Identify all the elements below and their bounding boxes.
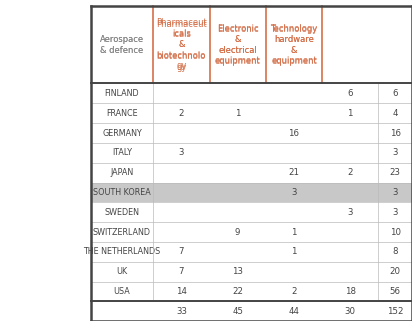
Bar: [91, 123, 412, 143]
Text: 13: 13: [232, 267, 243, 276]
Text: Aerospace
& defence: Aerospace & defence: [100, 35, 144, 55]
Text: 152: 152: [387, 307, 403, 316]
Text: 2: 2: [179, 109, 184, 118]
Text: SWITZERLAND: SWITZERLAND: [93, 228, 151, 237]
Text: 45: 45: [232, 307, 243, 316]
Text: Technology
hardware
&
equipment: Technology hardware & equipment: [270, 25, 318, 65]
Bar: [91, 6, 412, 83]
Text: 3: 3: [392, 208, 398, 217]
Text: Electronic
&
electrical
equipment: Electronic & electrical equipment: [215, 24, 260, 66]
Text: 16: 16: [288, 128, 300, 137]
Text: Aerospace
& defence: Aerospace & defence: [100, 35, 144, 55]
Bar: [91, 242, 412, 262]
Text: UK: UK: [117, 267, 128, 276]
Text: 1: 1: [291, 228, 297, 237]
Text: 33: 33: [176, 307, 187, 316]
Text: 3: 3: [392, 188, 398, 197]
Text: FRANCE: FRANCE: [106, 109, 138, 118]
Bar: [91, 203, 412, 222]
Bar: [91, 143, 412, 163]
Text: 3: 3: [392, 148, 398, 157]
Bar: [91, 163, 412, 183]
Text: FINLAND: FINLAND: [105, 89, 139, 98]
Text: 2: 2: [291, 287, 297, 296]
Text: 2: 2: [347, 168, 353, 177]
Text: 3: 3: [291, 188, 297, 197]
Bar: [91, 301, 412, 321]
Text: JAPAN: JAPAN: [110, 168, 133, 177]
Text: ITALY: ITALY: [112, 148, 132, 157]
Bar: [91, 282, 412, 301]
Text: SWEDEN: SWEDEN: [105, 208, 140, 217]
Text: 9: 9: [235, 228, 240, 237]
Text: 14: 14: [176, 287, 187, 296]
Text: 30: 30: [345, 307, 356, 316]
Text: 1: 1: [291, 247, 297, 256]
Text: 23: 23: [390, 168, 400, 177]
Text: 6: 6: [347, 89, 353, 98]
Text: GERMANY: GERMANY: [102, 128, 142, 137]
Text: 22: 22: [232, 287, 243, 296]
Text: SOUTH KOREA: SOUTH KOREA: [93, 188, 151, 197]
Text: 20: 20: [390, 267, 400, 276]
Text: 18: 18: [345, 287, 356, 296]
Text: 4: 4: [392, 109, 398, 118]
Bar: [91, 222, 412, 242]
Bar: [91, 262, 412, 282]
Text: 10: 10: [390, 228, 400, 237]
Text: 7: 7: [179, 267, 184, 276]
Text: THE NETHERLANDS: THE NETHERLANDS: [83, 247, 161, 256]
Text: 3: 3: [347, 208, 353, 217]
Text: 3: 3: [179, 148, 184, 157]
Text: USA: USA: [114, 287, 130, 296]
Text: 16: 16: [390, 128, 400, 137]
Text: 7: 7: [179, 247, 184, 256]
Text: 1: 1: [235, 109, 241, 118]
Text: 21: 21: [288, 168, 300, 177]
Bar: [91, 103, 412, 123]
Text: Technology
hardware
&
equipment: Technology hardware & equipment: [270, 24, 318, 66]
Text: Electronic
&
electrical
equipment: Electronic & electrical equipment: [215, 25, 260, 65]
Text: 1: 1: [347, 109, 353, 118]
Bar: [91, 83, 412, 103]
Text: 6: 6: [392, 89, 398, 98]
Text: Pharmaceut
icals
&
biotechnolo
gy: Pharmaceut icals & biotechnolo gy: [156, 18, 207, 72]
Text: 8: 8: [392, 247, 398, 256]
Text: 56: 56: [390, 287, 400, 296]
Text: Pharmaceut
icals
&
biotechnolo
gy: Pharmaceut icals & biotechnolo gy: [156, 20, 207, 70]
Bar: [91, 183, 412, 203]
Text: 44: 44: [288, 307, 300, 316]
